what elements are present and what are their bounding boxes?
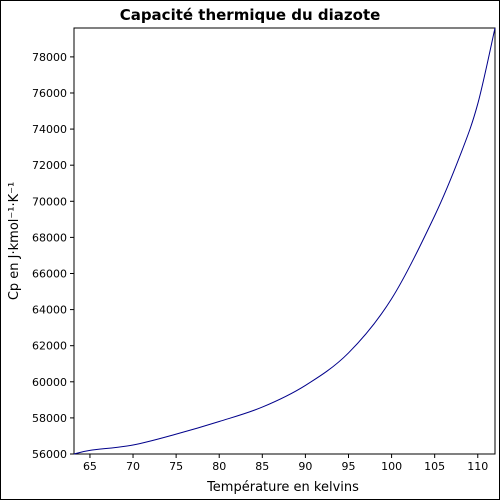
- y-axis: 56000 58000 60000 62000 64000 66000 68000 70000…: [32, 51, 74, 461]
- y-tick-label: 60000: [32, 376, 67, 389]
- y-tick-label: 56000: [32, 448, 67, 461]
- y-tick-label: 74000: [32, 123, 67, 136]
- x-tick-label: 75: [169, 460, 183, 473]
- series-line: [73, 27, 496, 455]
- x-tick-label: 110: [467, 460, 488, 473]
- x-tick-label: 90: [298, 460, 312, 473]
- x-tick-label: 65: [83, 460, 97, 473]
- plot-area: [73, 27, 496, 455]
- x-axis-label: Température en kelvins: [206, 480, 359, 495]
- y-tick-label: 58000: [32, 412, 67, 425]
- y-tick-label: 66000: [32, 267, 67, 280]
- chart-title: Capacité thermique du diazote: [120, 6, 381, 24]
- y-tick-label: 62000: [32, 340, 67, 353]
- series-group: [73, 27, 496, 455]
- x-tick-label: 95: [341, 460, 355, 473]
- y-axis-label: Cp en J·kmol⁻¹·K⁻¹: [7, 182, 22, 300]
- y-tick-label: 76000: [32, 87, 67, 100]
- x-tick-label: 80: [212, 460, 226, 473]
- x-tick-label: 105: [424, 460, 445, 473]
- y-tick-label: 78000: [32, 51, 67, 64]
- x-tick-label: 100: [381, 460, 402, 473]
- y-tick-label: 68000: [32, 231, 67, 244]
- x-tick-label: 70: [126, 460, 140, 473]
- x-tick-label: 85: [255, 460, 269, 473]
- y-tick-label: 70000: [32, 195, 67, 208]
- x-axis: 65 70 75 80 85 90 95 100 105 110: [83, 454, 488, 473]
- y-tick-label: 72000: [32, 159, 67, 172]
- y-tick-label: 64000: [32, 304, 67, 317]
